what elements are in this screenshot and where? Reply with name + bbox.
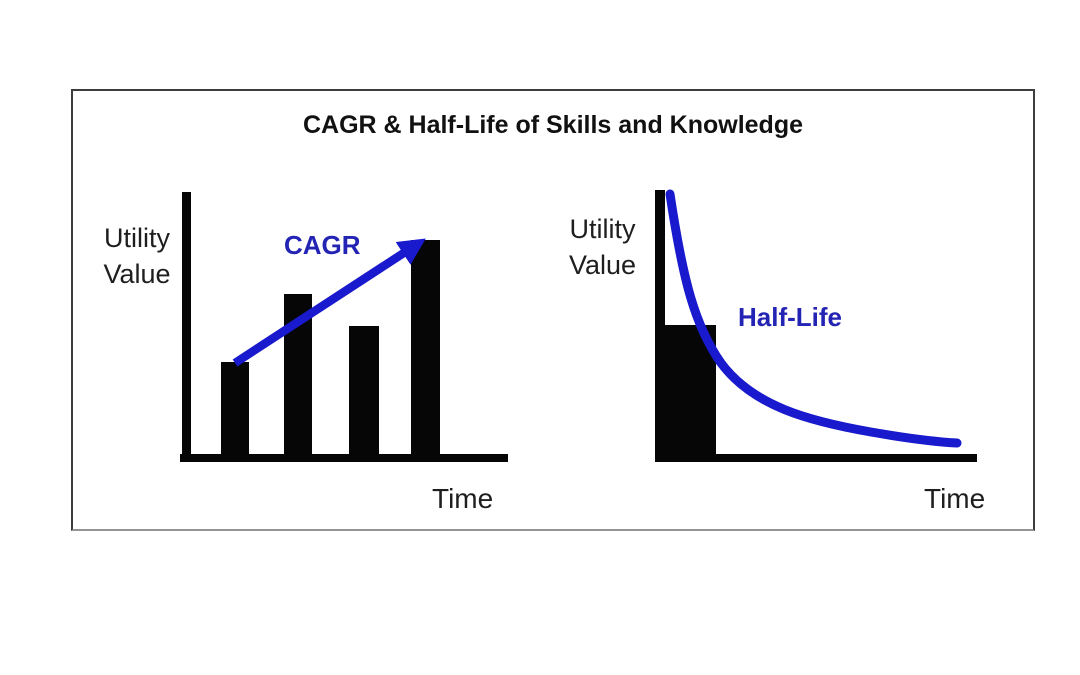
left-bar-3 [349, 326, 379, 457]
left-bar-4 [411, 240, 440, 457]
left-x-axis [180, 454, 508, 462]
cagr-trend-arrow [232, 238, 426, 367]
right-x-axis-label: Time [924, 483, 986, 514]
left-y-axis-label: Utility Value [103, 223, 171, 289]
right-y-axis-label: Utility Value [568, 214, 637, 280]
shapes-overlay [232, 189, 962, 448]
left-bar-1 [221, 362, 249, 457]
figure-frame: CAGR & Half-Life of Skills and Knowledge… [71, 89, 1035, 531]
cagr-annotation-label: CAGR [284, 230, 361, 260]
left-y-axis [182, 192, 191, 462]
figure-title: CAGR & Half-Life of Skills and Knowledge [302, 111, 804, 139]
left-x-axis-label: Time [432, 483, 494, 514]
half-life-annotation-label: Half-Life [738, 302, 842, 332]
right-x-axis [655, 454, 977, 462]
left-bar-2 [284, 294, 312, 457]
half-life-area-rectangle [657, 325, 716, 462]
